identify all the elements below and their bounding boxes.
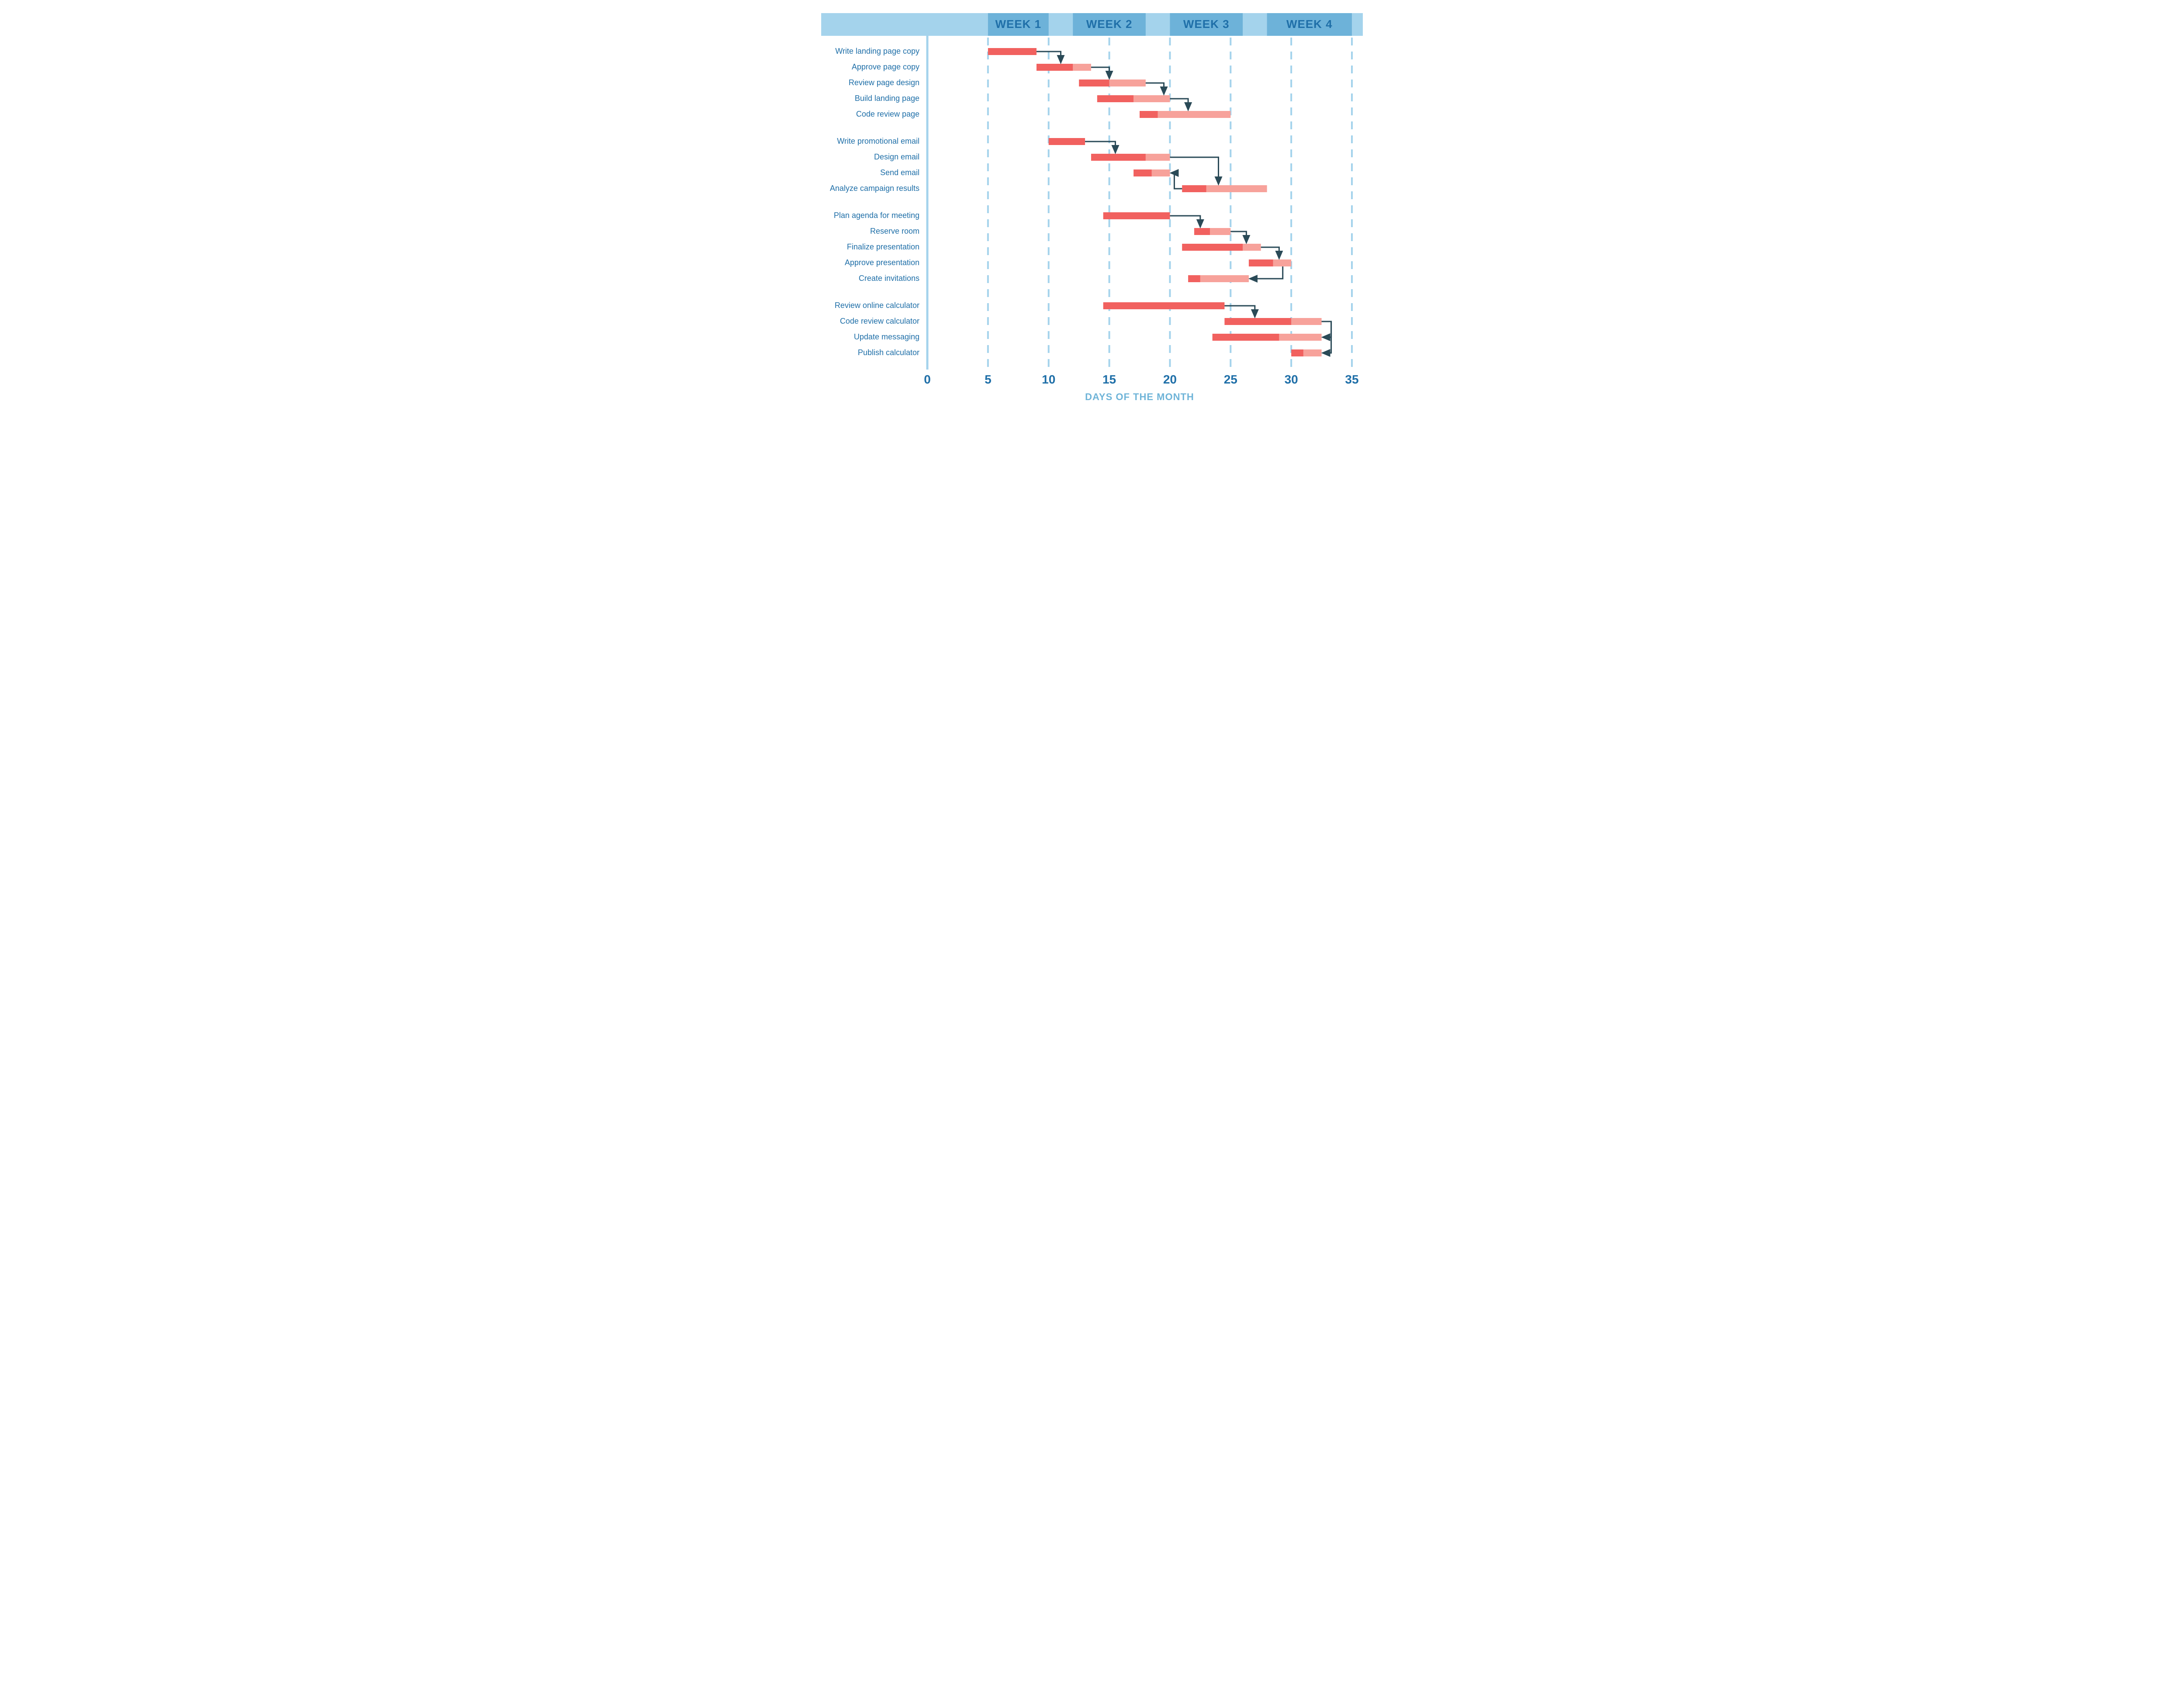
x-axis-title: DAYS OF THE MONTH bbox=[1085, 391, 1194, 402]
task-label: Review page design bbox=[849, 78, 919, 87]
dependency-arrow bbox=[1085, 142, 1115, 153]
task-bar-light bbox=[1200, 275, 1249, 282]
x-tick-label: 10 bbox=[1042, 373, 1055, 386]
task-bar-dark bbox=[1249, 259, 1273, 266]
task-bar-light bbox=[1273, 259, 1291, 266]
task-label: Review online calculator bbox=[835, 301, 919, 310]
task-bar-dark bbox=[1194, 228, 1210, 235]
task-label: Analyze campaign results bbox=[830, 184, 919, 193]
task-bar-light bbox=[1279, 334, 1321, 341]
task-bar-dark bbox=[1037, 64, 1073, 71]
x-tick-label: 5 bbox=[985, 373, 992, 386]
x-tick-label: 15 bbox=[1102, 373, 1116, 386]
task-label: Approve page copy bbox=[852, 62, 919, 71]
task-label: Plan agenda for meeting bbox=[834, 211, 919, 220]
week-label: WEEK 4 bbox=[1286, 17, 1333, 31]
task-bar-light bbox=[1243, 244, 1261, 251]
task-bar-light bbox=[1146, 154, 1170, 161]
task-bar-light bbox=[1073, 64, 1091, 71]
gantt-chart: WEEK 1 WEEK 2 WEEK 3 WEEK 4 Write landing pa… bbox=[821, 9, 1363, 402]
week-label: WEEK 2 bbox=[1086, 17, 1133, 31]
x-tick-label: 30 bbox=[1285, 373, 1298, 386]
task-bar-light bbox=[1133, 95, 1170, 102]
dependency-arrow bbox=[1322, 321, 1331, 337]
task-bar-light bbox=[1109, 79, 1146, 86]
task-bar-light bbox=[1210, 228, 1230, 235]
task-bar-dark bbox=[1133, 169, 1152, 176]
dependency-arrow bbox=[1224, 306, 1254, 317]
task-label: Write landing page copy bbox=[835, 47, 919, 55]
dependency-arrow bbox=[1261, 247, 1279, 259]
dependency-arrow bbox=[1091, 67, 1109, 79]
dependency-arrow bbox=[1250, 266, 1283, 279]
dependency-arrow bbox=[1171, 173, 1182, 189]
task-bar-dark bbox=[1291, 349, 1303, 356]
dependency-arrow bbox=[1146, 83, 1164, 94]
week-label: WEEK 1 bbox=[995, 17, 1041, 31]
task-label: Reserve room bbox=[870, 227, 919, 235]
dependency-arrow bbox=[1170, 99, 1188, 110]
dependency-arrow bbox=[1170, 216, 1200, 227]
task-bar-dark bbox=[1224, 318, 1291, 325]
task-bar-dark bbox=[1091, 154, 1146, 161]
task-bar-light bbox=[1206, 185, 1267, 192]
task-bar-dark bbox=[1188, 275, 1200, 282]
task-label: Update messaging bbox=[854, 332, 919, 341]
task-bar-dark bbox=[1182, 185, 1206, 192]
task-bar-dark bbox=[988, 48, 1037, 55]
task-bar-dark bbox=[1079, 79, 1109, 86]
task-label: Create invitations bbox=[859, 274, 919, 283]
task-bar-light bbox=[1303, 349, 1322, 356]
x-tick-label: 20 bbox=[1163, 373, 1177, 386]
task-bar-light bbox=[1158, 111, 1231, 118]
task-label: Design email bbox=[874, 152, 919, 161]
task-label: Write promotional email bbox=[837, 137, 919, 145]
task-bar-light bbox=[1152, 169, 1170, 176]
task-label: Build landing page bbox=[855, 94, 919, 103]
task-bar-dark bbox=[1213, 334, 1279, 341]
task-label: Publish calculator bbox=[858, 348, 919, 357]
week-label: WEEK 3 bbox=[1183, 17, 1230, 31]
task-bar-dark bbox=[1103, 302, 1225, 309]
task-label: Code review calculator bbox=[840, 317, 919, 325]
task-label: Send email bbox=[880, 168, 919, 177]
x-tick-label: 0 bbox=[924, 373, 931, 386]
task-label: Code review page bbox=[856, 110, 919, 118]
task-label: Approve presentation bbox=[845, 258, 919, 267]
x-tick-label: 25 bbox=[1224, 373, 1237, 386]
task-bar-light bbox=[1291, 318, 1321, 325]
task-bar-dark bbox=[1140, 111, 1158, 118]
task-bar-dark bbox=[1182, 244, 1243, 251]
x-tick-label: 35 bbox=[1345, 373, 1358, 386]
task-label: Finalize presentation bbox=[847, 242, 919, 251]
task-bar-dark bbox=[1049, 138, 1085, 145]
task-bar-dark bbox=[1103, 212, 1170, 219]
dependency-arrow bbox=[1230, 232, 1246, 243]
task-bar-dark bbox=[1097, 95, 1133, 102]
dependency-arrow bbox=[1170, 157, 1218, 184]
